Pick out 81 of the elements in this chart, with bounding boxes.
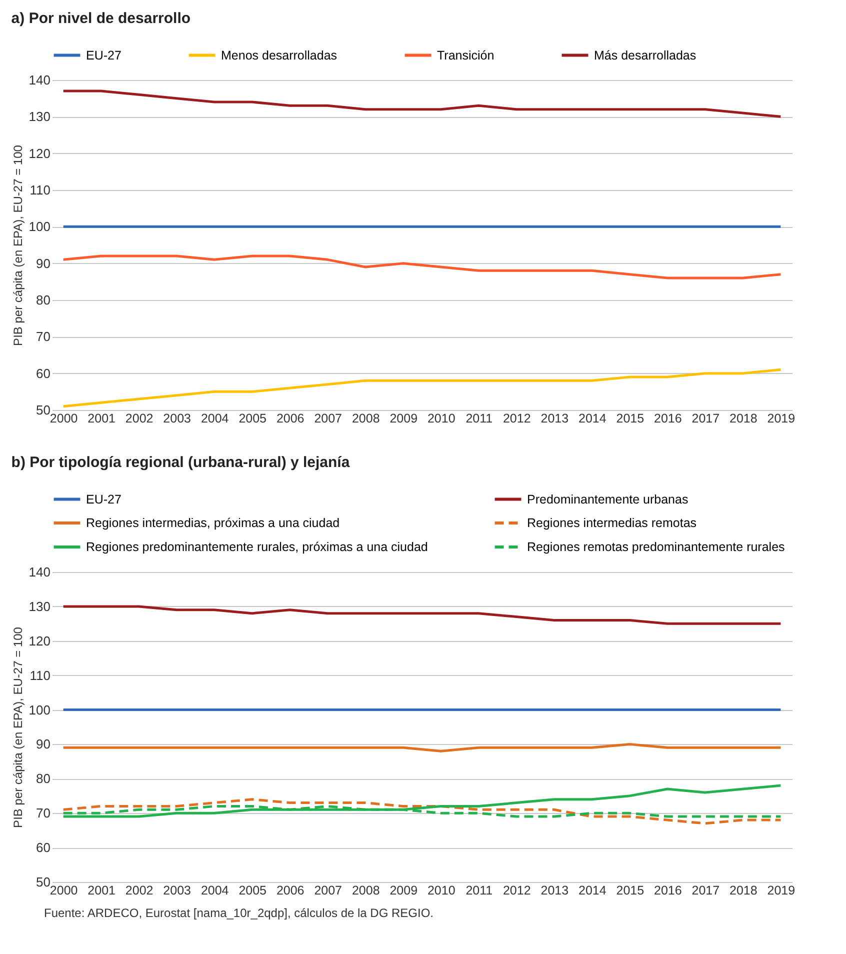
x-tick-label: 2008 xyxy=(352,884,380,898)
x-tick-label: 2012 xyxy=(502,412,531,426)
x-tick-label: 2007 xyxy=(314,884,342,898)
x-tick-label: 2001 xyxy=(88,412,116,426)
x-tick-label: 2006 xyxy=(276,412,304,426)
y-tick-label: 140 xyxy=(28,564,50,580)
legend-label: Predominantemente urbanas xyxy=(527,492,688,506)
x-tick-label: 2000 xyxy=(50,884,78,898)
x-tick-label: 2016 xyxy=(654,412,682,426)
x-tick-label: 2019 xyxy=(767,884,796,898)
x-tick-label: 2003 xyxy=(163,412,192,426)
legend-label: Transición xyxy=(437,48,494,62)
y-tick-label: 80 xyxy=(36,771,50,786)
legend-label: EU-27 xyxy=(86,48,122,62)
x-tick-label: 2010 xyxy=(427,412,456,426)
legend-label: Regiones remotas predominantemente rurales xyxy=(527,540,785,554)
line-series xyxy=(62,798,782,825)
chart-title: a) Por nivel de desarrollo xyxy=(11,10,191,27)
line-series xyxy=(62,605,782,625)
x-tick-label: 2004 xyxy=(200,884,229,898)
line-series xyxy=(62,90,782,118)
y-tick-label: 120 xyxy=(28,146,50,161)
y-tick-label: 140 xyxy=(28,72,50,88)
x-tick-label: 2006 xyxy=(276,884,304,898)
x-tick-label: 2010 xyxy=(427,884,456,898)
x-tick-label: 2017 xyxy=(692,412,720,426)
y-tick-label: 50 xyxy=(36,402,50,418)
x-tick-label: 2009 xyxy=(390,412,418,426)
legend-label: Regiones predominantemente rurales, próximas a una ciudad xyxy=(86,540,428,554)
x-tick-label: 2005 xyxy=(238,884,267,898)
x-tick-label: 2015 xyxy=(616,412,644,426)
x-tick-label: 2002 xyxy=(125,412,154,426)
line-series xyxy=(62,368,782,408)
x-tick-label: 2018 xyxy=(730,412,758,426)
y-axis-title: PIB per cápita (en EPA), EU-27 = 100 xyxy=(10,144,25,346)
x-tick-label: 2018 xyxy=(730,884,758,898)
legend-label: Regiones intermedias, próximas a una ciudad xyxy=(86,516,340,530)
y-tick-label: 120 xyxy=(28,633,50,648)
x-tick-label: 2002 xyxy=(125,884,154,898)
x-tick-label: 2013 xyxy=(540,884,569,898)
x-tick-label: 2007 xyxy=(314,412,342,426)
x-tick-label: 2019 xyxy=(767,412,796,426)
x-tick-label: 2008 xyxy=(352,412,380,426)
y-tick-label: 130 xyxy=(28,598,50,614)
y-tick-label: 50 xyxy=(36,874,50,890)
y-tick-label: 100 xyxy=(28,219,50,234)
x-tick-label: 2014 xyxy=(578,412,606,426)
legend-label: Regiones intermedias remotas xyxy=(527,516,697,530)
line-series xyxy=(62,254,782,280)
source-note: Fuente: ARDECO, Eurostat [nama_10r_2qdp], cálculos de la DG REGIO. xyxy=(44,906,435,920)
x-tick-label: 2016 xyxy=(654,884,682,898)
y-tick-label: 80 xyxy=(36,292,50,308)
x-tick-label: 2000 xyxy=(50,412,78,426)
legend-label: Más desarrolladas xyxy=(594,48,696,62)
x-tick-label: 2004 xyxy=(200,412,229,426)
y-tick-label: 70 xyxy=(36,329,50,344)
y-tick-label: 100 xyxy=(28,702,50,718)
chart-title: b) Por tipología regional (urbana-rural) y lejanía xyxy=(11,454,350,471)
x-tick-label: 2017 xyxy=(692,884,720,898)
y-axis-title: PIB per cápita (en EPA), EU-27 = 100 xyxy=(10,626,25,828)
y-tick-label: 110 xyxy=(30,182,50,198)
y-tick-label: 130 xyxy=(28,109,50,124)
y-tick-label: 90 xyxy=(36,256,50,271)
x-tick-label: 2011 xyxy=(466,412,493,426)
x-tick-label: 2001 xyxy=(88,884,116,898)
y-tick-label: 90 xyxy=(36,736,50,752)
y-tick-label: 110 xyxy=(30,668,50,683)
y-tick-label: 70 xyxy=(36,806,50,821)
x-tick-label: 2005 xyxy=(238,412,267,426)
x-tick-label: 2014 xyxy=(578,884,606,898)
x-tick-label: 2011 xyxy=(466,884,493,898)
y-tick-label: 60 xyxy=(36,840,50,856)
legend-label: EU-27 xyxy=(86,492,122,506)
line-series xyxy=(62,784,782,818)
x-tick-label: 2009 xyxy=(390,884,418,898)
x-tick-label: 2012 xyxy=(502,884,531,898)
y-tick-label: 60 xyxy=(36,366,50,381)
x-tick-label: 2015 xyxy=(616,884,644,898)
x-tick-label: 2003 xyxy=(163,884,192,898)
x-tick-label: 2013 xyxy=(540,412,569,426)
legend-label: Menos desarrolladas xyxy=(221,48,338,62)
